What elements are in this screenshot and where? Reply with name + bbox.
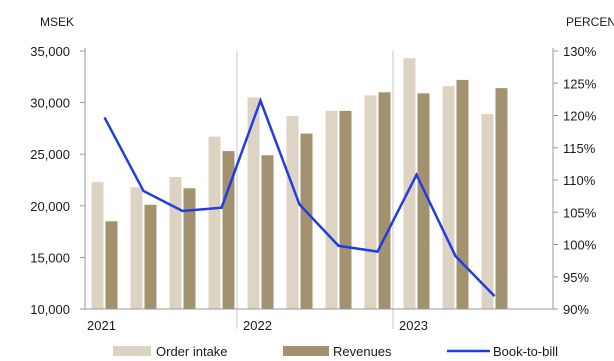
bar-revenues bbox=[105, 221, 118, 309]
bar-revenues bbox=[261, 155, 274, 309]
bar-order-intake bbox=[364, 95, 377, 309]
left-tick-label: 10,000 bbox=[30, 302, 70, 317]
legend-label-book-to-bill: Book-to-bill bbox=[493, 344, 558, 359]
bar-revenues bbox=[417, 93, 430, 309]
bar-order-intake bbox=[169, 176, 182, 309]
right-tick-label: 95% bbox=[563, 270, 589, 285]
bar-revenues bbox=[183, 188, 196, 309]
left-tick-label: 30,000 bbox=[30, 96, 70, 111]
right-tick-label: 120% bbox=[563, 109, 597, 124]
year-label: 2023 bbox=[399, 318, 428, 333]
bar-order-intake bbox=[325, 110, 338, 309]
bar-revenues bbox=[222, 151, 235, 309]
bar-revenues bbox=[300, 133, 313, 309]
right-tick-label: 125% bbox=[563, 76, 597, 91]
bar-order-intake bbox=[208, 136, 221, 309]
line-book-to-bill bbox=[103, 97, 496, 297]
bar-revenues bbox=[378, 92, 391, 309]
right-axis-title: PERCENT bbox=[566, 15, 614, 29]
right-tick-label: 110% bbox=[563, 173, 596, 188]
bar-revenues bbox=[495, 88, 508, 309]
labels-group: 10,000 15,000 20,000 25,000 30,000 35,000 90% 9… bbox=[30, 15, 614, 333]
bar-revenues bbox=[339, 110, 352, 309]
bar-order-intake bbox=[247, 97, 260, 309]
bar-revenues bbox=[456, 79, 469, 309]
bar-order-intake bbox=[130, 187, 143, 309]
year-label: 2021 bbox=[87, 318, 116, 333]
right-tick-label: 100% bbox=[563, 238, 597, 253]
year-label: 2022 bbox=[243, 318, 272, 333]
axes-group bbox=[80, 48, 558, 329]
bar-order-intake bbox=[481, 113, 494, 310]
legend-label-order-intake: Order intake bbox=[156, 344, 228, 359]
right-tick-label: 115% bbox=[563, 141, 596, 156]
legend-swatch-revenues bbox=[283, 346, 329, 356]
bar-revenues bbox=[144, 204, 157, 309]
legend-label-revenues: Revenues bbox=[333, 344, 392, 359]
left-axis-title: MSEK bbox=[40, 15, 74, 29]
right-tick-label: 105% bbox=[563, 205, 597, 220]
bar-order-intake bbox=[403, 58, 416, 309]
bar-order-intake bbox=[286, 116, 299, 310]
left-tick-label: 25,000 bbox=[30, 147, 70, 162]
left-tick-label: 35,000 bbox=[30, 44, 70, 59]
legend: Order intake Revenues Book-to-bill bbox=[113, 344, 558, 359]
line-group bbox=[103, 97, 496, 297]
right-tick-label: 90% bbox=[563, 302, 589, 317]
left-tick-label: 15,000 bbox=[30, 250, 70, 265]
bar-order-intake bbox=[91, 182, 104, 309]
bar-order-intake bbox=[442, 86, 455, 309]
bars-group bbox=[91, 58, 508, 310]
right-tick-label: 130% bbox=[563, 44, 597, 59]
left-tick-label: 20,000 bbox=[30, 199, 70, 214]
legend-swatch-order-intake bbox=[113, 346, 151, 356]
